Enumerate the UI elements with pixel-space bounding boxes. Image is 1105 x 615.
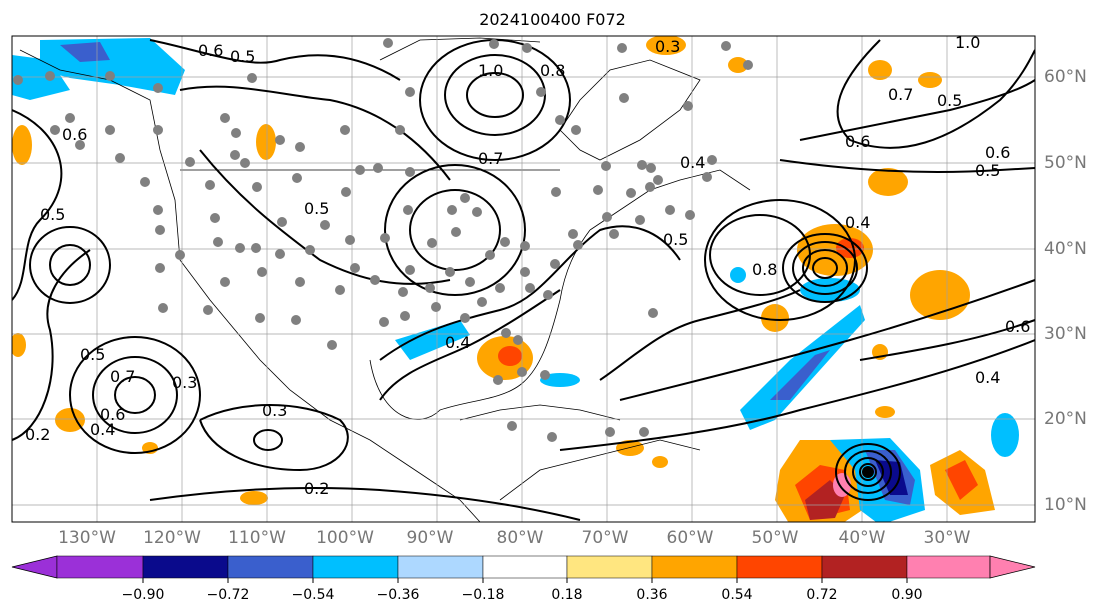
lon-label: 70°W: [581, 528, 629, 548]
colorbar-tick-label: −0.54: [291, 587, 335, 603]
contour-label: 0.8: [752, 260, 777, 279]
coastlines: [19, 37, 751, 522]
lat-label: 20°N: [1044, 409, 1087, 429]
colorbar-tick-label: 0.18: [551, 587, 583, 603]
lat-label: 60°N: [1044, 67, 1087, 87]
contour-label: 0.6: [1005, 317, 1030, 336]
contour-label: 0.5: [230, 47, 255, 66]
contour-label: 0.6: [100, 405, 125, 424]
colorbar-tick-label: 0.36: [636, 587, 668, 603]
contour-label: 0.8: [540, 61, 565, 80]
contour-lines: [12, 39, 1035, 521]
map-frame: [11, 35, 1036, 523]
lon-label: 130°W: [58, 528, 116, 548]
lon-label: 30°W: [923, 528, 971, 548]
lat-label: 50°N: [1044, 153, 1087, 173]
colorbar-tick-label: 0.72: [806, 587, 838, 603]
forecast-map: 0.6 0.5 1.0 0.8 0.3 0.7 0.4 0.5 0.6 0.7 …: [11, 33, 1036, 523]
lat-label: 30°N: [1044, 324, 1087, 344]
contour-label: 0.4: [90, 420, 115, 439]
contour-label: 0.4: [845, 213, 870, 232]
contour-label: 0.7: [110, 367, 135, 386]
colorbar-tick-label: 0.54: [721, 587, 753, 603]
lon-label: 40°W: [838, 528, 886, 548]
lon-label: 100°W: [316, 528, 374, 548]
contour-label: 0.4: [975, 368, 1000, 387]
colorbar-ticks: [142, 578, 908, 583]
contour-label: 0.3: [655, 37, 680, 56]
contour-label: 0.6: [62, 125, 87, 144]
contour-label: 0.6: [985, 143, 1010, 162]
contour-label: 1.0: [478, 61, 503, 80]
colorbar-tick-label: −0.90: [121, 587, 165, 603]
colorbar-tick-label: −0.72: [206, 587, 250, 603]
colorbar-tick-label: 0.90: [891, 587, 923, 603]
colorbar-tick-label: −0.18: [461, 587, 505, 603]
contour-label: 0.2: [25, 425, 50, 444]
contour-label: 0.7: [888, 85, 913, 104]
contour-label: 0.7: [478, 149, 503, 168]
contour-label: 0.3: [262, 401, 287, 420]
lon-label: 50°W: [751, 528, 799, 548]
contour-label-layer: 0.6 0.5 1.0 0.8 0.3 0.7 0.4 0.5 0.6 0.7 …: [25, 33, 1030, 498]
observation-dots: [13, 38, 753, 442]
contour-label: 0.2: [304, 479, 329, 498]
contour-label: 0.4: [445, 333, 470, 352]
contour-label: 0.5: [663, 230, 688, 249]
lon-label: 120°W: [143, 528, 201, 548]
contour-label: 0.3: [172, 373, 197, 392]
lat-label: 40°N: [1044, 239, 1087, 259]
contour-label: 0.5: [304, 199, 329, 218]
hurricane-center-marker: [862, 466, 874, 478]
lon-label: 110°W: [228, 528, 286, 548]
contour-label: 0.5: [40, 205, 65, 224]
contour-label: 0.5: [937, 91, 962, 110]
contour-label: 0.5: [975, 161, 1000, 180]
lat-label: 10°N: [1044, 495, 1087, 515]
lon-label: 90°W: [406, 528, 454, 548]
contour-label: 0.5: [80, 345, 105, 364]
lon-label: 60°W: [666, 528, 714, 548]
lon-label: 80°W: [496, 528, 544, 548]
graticule: [12, 36, 1035, 522]
colorbar-tick-label: −0.36: [376, 587, 420, 603]
map-title: 2024100400 F072: [479, 10, 626, 29]
contour-label: 0.4: [680, 153, 705, 172]
contour-label: 1.0: [955, 33, 980, 52]
contour-label: 0.6: [198, 41, 223, 60]
contour-label: 0.6: [845, 132, 870, 151]
